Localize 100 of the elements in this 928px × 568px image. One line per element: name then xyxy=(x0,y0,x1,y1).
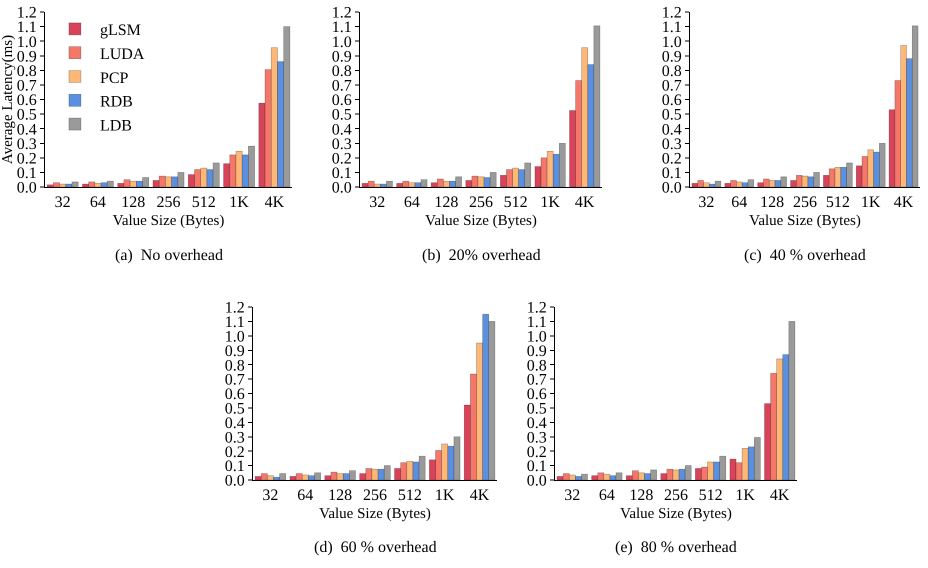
y-tick-label: 1.1 xyxy=(662,19,682,36)
y-tick-label: 0.6 xyxy=(332,92,352,110)
text: (c) 40 % overhead xyxy=(744,247,866,264)
x-tick-label: 1K xyxy=(434,487,455,504)
legend-label: LDB xyxy=(100,117,132,134)
y-tick-label: 0.0 xyxy=(16,180,37,197)
x-axis-title: Value Size (Bytes) xyxy=(319,506,431,522)
text: (b) 20% overhead xyxy=(422,247,541,264)
y-tick-label: 0.2 xyxy=(224,444,245,461)
x-axis-title: Value Size (Bytes) xyxy=(620,506,732,522)
y-tick-label: 0.1 xyxy=(662,165,682,182)
y-tick-label: 1.2 xyxy=(16,4,37,22)
y-tick-label: 0.1 xyxy=(526,458,547,476)
y-tick-label: 0.5 xyxy=(16,106,37,124)
y-tick-label: 0.4 xyxy=(662,121,682,138)
x-tick-label: 32 xyxy=(369,194,386,212)
y-tick-label: 0.8 xyxy=(662,62,682,80)
y-tick-label: 0.0 xyxy=(526,472,547,490)
y-tick-label: 0.7 xyxy=(662,78,682,95)
y-tick-label: 0.6 xyxy=(526,386,547,404)
x-tick-label: 64 xyxy=(297,487,314,504)
y-tick-label: 0.1 xyxy=(332,165,352,182)
y-tick-label: 0.9 xyxy=(224,342,245,360)
y-tick-label: 1.2 xyxy=(224,300,245,317)
x-tick-label: 128 xyxy=(121,194,146,212)
x-tick-label: 512 xyxy=(698,487,723,504)
y-tick-label: 1.2 xyxy=(662,4,682,22)
y-tick-label: 0.3 xyxy=(662,136,682,153)
y-tick-label: 0.9 xyxy=(16,48,37,66)
y-tick-label: 0.8 xyxy=(332,62,352,80)
y-tick-label: 0.3 xyxy=(16,136,37,153)
legend-label: LUDA xyxy=(100,46,145,63)
legend-label: gLSM xyxy=(100,22,141,40)
x-tick-label: 128 xyxy=(328,487,352,504)
x-tick-label: 4K xyxy=(574,194,595,212)
y-tick-label: 0.7 xyxy=(526,372,547,389)
y-tick-label: 0.6 xyxy=(224,386,245,404)
x-tick-label: 256 xyxy=(156,194,180,212)
x-tick-label: 4K xyxy=(894,194,914,212)
y-tick-label: 0.3 xyxy=(332,136,352,153)
y-tick-label: 0.0 xyxy=(662,180,682,197)
x-tick-label: 32 xyxy=(698,194,714,212)
y-tick-label: 0.0 xyxy=(224,472,245,490)
x-tick-label: 128 xyxy=(434,194,458,212)
y-tick-label: 0.5 xyxy=(332,106,352,124)
x-tick-label: 512 xyxy=(192,194,216,212)
y-tick-label: 1.2 xyxy=(332,4,352,22)
x-axis-title: Value Size (Bytes) xyxy=(425,213,537,230)
y-tick-label: 0.3 xyxy=(526,429,547,446)
x-tick-label: 512 xyxy=(398,487,422,504)
y-tick-label: 0.2 xyxy=(526,444,547,461)
x-tick-label: 1K xyxy=(229,194,250,212)
y-tick-label: 0.9 xyxy=(662,48,682,66)
legend-label: PCP xyxy=(100,70,129,87)
legend-label: RDB xyxy=(100,94,133,111)
y-tick-label: 0.3 xyxy=(224,429,245,446)
x-axis-title: Value Size (Bytes) xyxy=(749,213,861,230)
y-tick-label: 0.7 xyxy=(16,78,37,95)
y-tick-label: 0.2 xyxy=(662,150,682,168)
x-tick-label: 32 xyxy=(262,487,278,504)
x-tick-label: 4K xyxy=(770,487,790,504)
text: (e) 80 % overhead xyxy=(615,539,737,556)
y-axis-title: Average Latency(ms) xyxy=(0,34,16,164)
x-tick-label: 256 xyxy=(469,194,493,212)
y-tick-label: 0.5 xyxy=(662,106,682,124)
y-tick-label: 1.0 xyxy=(332,34,352,51)
x-tick-label: 32 xyxy=(54,194,71,212)
text: (a) No overhead xyxy=(115,247,223,264)
y-tick-label: 0.9 xyxy=(332,48,352,66)
x-tick-label: 1K xyxy=(860,194,881,212)
x-tick-label: 64 xyxy=(731,194,748,212)
y-tick-label: 0.4 xyxy=(332,121,352,138)
y-tick-label: 0.6 xyxy=(662,92,682,110)
text: (d) 60 % overhead xyxy=(314,539,437,556)
y-tick-label: 0.7 xyxy=(224,372,245,389)
x-tick-label: 512 xyxy=(826,194,850,212)
y-tick-label: 0.0 xyxy=(332,180,352,197)
y-tick-label: 0.8 xyxy=(16,62,37,80)
y-tick-label: 1.1 xyxy=(332,19,352,36)
y-tick-label: 1.1 xyxy=(16,19,37,36)
x-tick-label: 128 xyxy=(760,194,784,212)
x-tick-label: 128 xyxy=(629,487,654,504)
x-tick-label: 64 xyxy=(598,487,615,504)
y-tick-label: 0.2 xyxy=(332,150,352,168)
x-tick-label: 4K xyxy=(264,194,285,212)
y-tick-label: 0.8 xyxy=(224,357,245,374)
y-tick-label: 0.1 xyxy=(16,165,37,182)
x-tick-label: 32 xyxy=(564,487,580,504)
x-tick-label: 256 xyxy=(363,487,387,504)
y-tick-label: 0.9 xyxy=(526,342,547,360)
y-tick-label: 1.0 xyxy=(662,34,682,51)
x-tick-label: 512 xyxy=(504,194,528,212)
x-tick-label: 256 xyxy=(664,487,688,504)
y-tick-label: 1.2 xyxy=(526,300,547,317)
y-tick-label: 0.6 xyxy=(16,92,37,110)
x-tick-label: 256 xyxy=(793,194,817,212)
y-tick-label: 0.4 xyxy=(16,121,37,138)
x-tick-label: 64 xyxy=(404,194,420,212)
x-tick-label: 1K xyxy=(735,487,756,504)
x-tick-label: 1K xyxy=(540,194,560,212)
